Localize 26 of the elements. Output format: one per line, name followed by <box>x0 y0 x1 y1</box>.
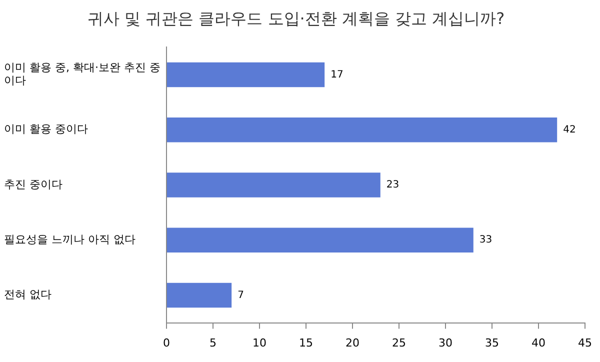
y-tick-label: 추진 중이다 <box>4 178 62 191</box>
x-tick-label: 0 <box>162 336 170 350</box>
y-tick-label: 이미 활용 중이다 <box>4 122 88 136</box>
data-label: 17 <box>330 69 344 80</box>
x-tick-label: 45 <box>578 336 592 350</box>
x-tick-label: 30 <box>438 336 452 350</box>
y-tick-label: 전혀 없다 <box>4 288 52 302</box>
data-label: 33 <box>479 234 492 246</box>
y-tick-label: 이미 활용 중, 확대·보완 추진 중이다 <box>4 61 160 88</box>
x-tick-label: 40 <box>532 336 546 350</box>
x-tick-label: 15 <box>298 336 313 350</box>
bar <box>166 228 474 253</box>
data-label: 23 <box>386 180 400 191</box>
x-tick-label: 25 <box>392 336 406 350</box>
x-tick-label: 10 <box>252 336 266 350</box>
bar <box>166 62 325 88</box>
bar <box>166 282 232 308</box>
y-tick-label: 필요성을 느끼나 아직 없다 <box>4 232 136 246</box>
x-tick-label: 35 <box>484 336 499 350</box>
data-label: 42 <box>563 124 576 136</box>
bar <box>166 172 380 198</box>
data-label: 7 <box>238 290 244 301</box>
x-tick-label: 20 <box>345 336 360 350</box>
bar <box>166 117 558 142</box>
x-tick-label: 5 <box>209 336 216 350</box>
chart-title: 귀사 및 귀관은 클라우드 도입·전환 계획을 갖고 계십니까? <box>87 8 505 28</box>
